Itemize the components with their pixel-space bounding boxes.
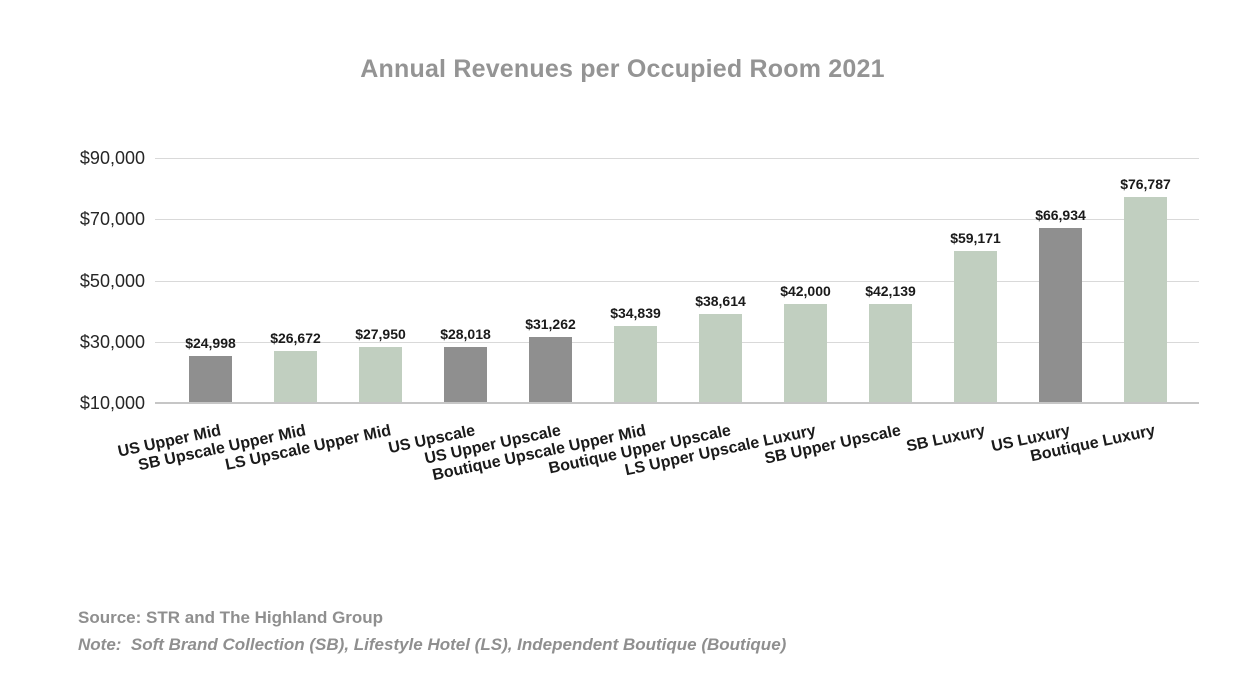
bar: [1124, 197, 1167, 402]
bar-value-label: $59,171: [950, 230, 1001, 247]
gridline: [155, 158, 1199, 159]
bar-value-label: $26,672: [270, 329, 321, 346]
bar: [274, 350, 317, 402]
bar-value-label: $34,839: [610, 304, 661, 321]
bar-value-label: $28,018: [440, 325, 491, 342]
y-axis-label: $50,000: [79, 270, 145, 291]
note-text: Note: Soft Brand Collection (SB), Lifest…: [78, 635, 787, 654]
bar: [529, 336, 572, 402]
bar: [784, 304, 827, 402]
y-axis-label: $70,000: [79, 209, 145, 230]
chart-title: Annual Revenues per Occupied Room 2021: [360, 55, 885, 83]
bar-value-label: $42,139: [865, 282, 916, 299]
gridline: [155, 219, 1199, 221]
footer: Source: STR and The Highland Group Note:…: [78, 604, 786, 658]
bar: [189, 356, 232, 402]
x-axis-line: [155, 402, 1199, 404]
gridline: [155, 341, 1199, 343]
bar-value-label: $27,950: [355, 326, 406, 343]
bar-value-label: $24,998: [185, 335, 236, 352]
bar-value-label: $38,614: [695, 293, 746, 310]
bar: [359, 347, 402, 402]
bar-value-label: $42,000: [780, 283, 831, 299]
gridline: [155, 280, 1199, 282]
bar: [1039, 227, 1082, 402]
y-axis-label: $10,000: [79, 393, 145, 413]
bar-value-label: $76,787: [1120, 176, 1171, 193]
source-text: Source: STR and The Highland Group: [78, 608, 384, 627]
y-axis-label: $90,000: [79, 148, 145, 168]
bar: [954, 251, 997, 402]
x-axis-label: SB Luxury: [905, 422, 988, 456]
bar: [614, 325, 657, 402]
plot-area: $90,000 $70,000 $50,000 $30,000 $10,000 $24,…: [80, 148, 1199, 484]
bar-value-label: $66,934: [1035, 206, 1086, 223]
y-axis-label: $30,000: [79, 331, 145, 352]
bar-value-label: $31,262: [525, 315, 576, 332]
bar: [699, 314, 742, 402]
bar: [869, 303, 912, 402]
bar: [444, 346, 487, 402]
